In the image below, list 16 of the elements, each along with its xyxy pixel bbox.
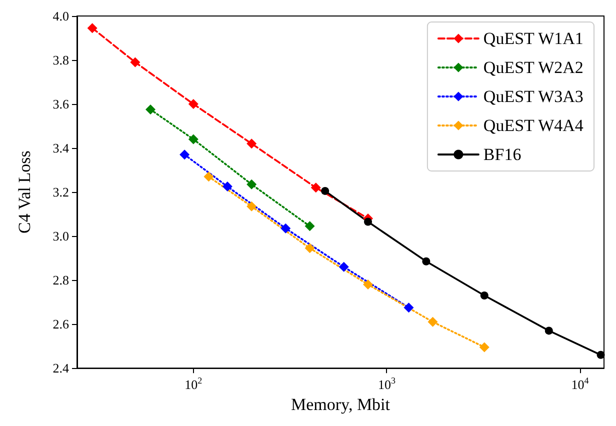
y-tick-label: 2.8 [52, 272, 69, 288]
y-tick-label: 3.6 [52, 96, 70, 112]
y-tick-label: 2.6 [52, 316, 70, 332]
x-axis-title: Memory, Mbit [290, 395, 390, 414]
y-tick-label: 3.2 [52, 184, 69, 200]
legend-label: BF16 [483, 145, 522, 164]
legend-label: QuEST W1A1 [483, 29, 584, 48]
y-tick-label: 3.8 [52, 52, 69, 68]
legend-label: QuEST W3A3 [483, 87, 584, 106]
y-tick-label: 2.4 [52, 360, 70, 376]
y-tick-label: 3.4 [52, 140, 70, 156]
y-axis-title: C4 Val Loss [15, 150, 34, 234]
legend-label: QuEST W4A4 [483, 116, 584, 135]
y-tick-label: 4.0 [52, 8, 69, 24]
y-tick-label: 3.0 [52, 228, 69, 244]
legend-label: QuEST W2A2 [483, 58, 584, 77]
